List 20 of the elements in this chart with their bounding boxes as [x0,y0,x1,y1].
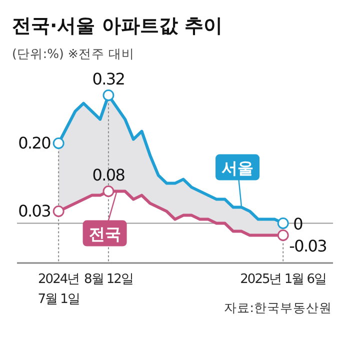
series-label: 서울 [222,158,254,178]
data-label: 0.08 [92,165,126,184]
data-label: -0.03 [289,236,327,256]
point [102,186,114,198]
text: 자료:한국부동산원 [224,300,332,315]
x-tick-label: 2024년 7월 1일 [38,272,80,307]
data-label: 0.32 [92,69,125,88]
data-label: 0 [293,214,304,234]
point [52,138,64,150]
x-tick-label: 2025년 1월 6일 [240,272,326,287]
point [52,206,64,218]
chart-subtitle: (단위:%) ※전주 대비 [12,46,134,61]
series-label: 전국 [88,224,121,244]
chart-title: 전국·서울 아파트값 추이 [12,15,222,37]
point [102,90,114,102]
point [277,230,289,242]
point [277,218,289,230]
data-label: 0.03 [18,201,51,220]
x-tick-label: 8월 12일 [84,272,133,287]
data-label: 0.20 [18,133,52,152]
